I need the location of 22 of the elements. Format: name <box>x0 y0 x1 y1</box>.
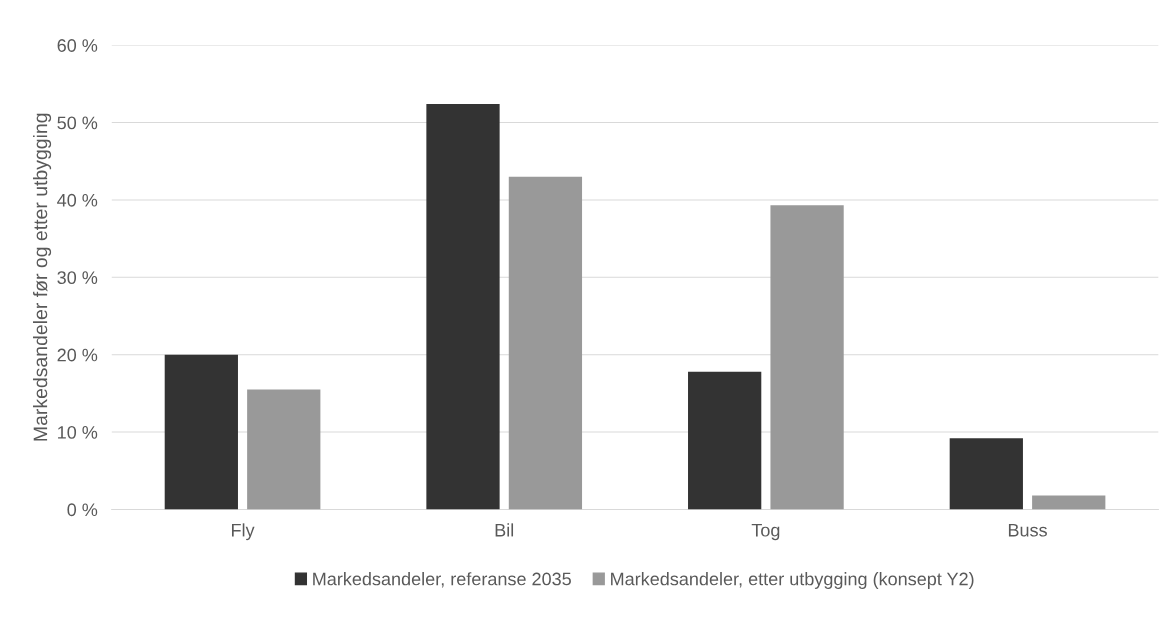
y-tick-label: 30 % <box>57 271 98 285</box>
y-tick-label: 10 % <box>58 426 98 439</box>
y-tick-label: 60 % <box>57 39 98 52</box>
bar <box>949 438 1023 510</box>
bar <box>1032 495 1106 510</box>
y-tick-label: 50 % <box>57 116 98 130</box>
y-axis-title: Markedsandeler før og etter utbygging <box>33 113 52 441</box>
y-tick-label: 20 % <box>57 348 98 362</box>
bar <box>508 176 583 510</box>
bar <box>426 103 500 510</box>
x-tick-label: Bil <box>495 523 514 537</box>
x-tick-label: Fly <box>232 523 255 541</box>
legend-label: Markedsandeler, etter utbygging (konsept Y2) <box>611 572 974 589</box>
bar <box>164 354 238 510</box>
y-tick-label: 0 % <box>67 503 98 517</box>
y-tick-label: 40 % <box>57 193 98 207</box>
legend-label: Markedsandeler, referanse 2035 <box>313 572 571 588</box>
bar <box>688 371 762 510</box>
bar <box>770 205 844 510</box>
bar <box>247 389 321 510</box>
x-tick-label: Tog <box>751 523 780 541</box>
x-tick-label: Buss <box>1008 523 1047 537</box>
